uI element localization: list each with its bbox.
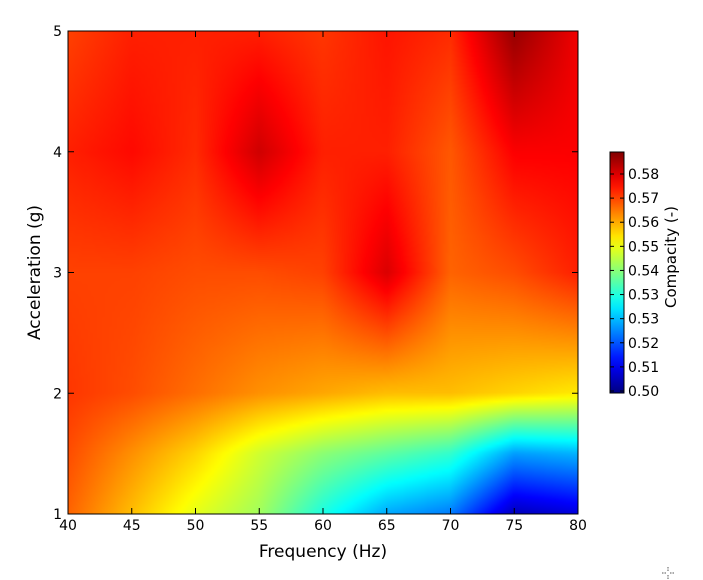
colorbar: 0.58 0.57 0.56 0.55 0.54 0.53 0.53 0.52 0.51 0.50… — [609, 151, 680, 400]
colorbar-label: Compacity (-) — [662, 206, 680, 308]
colorbar-ticks: 0.58 0.57 0.56 0.55 0.54 0.53 0.53 0.52 0.51 0.50 — [610, 167, 659, 400]
x-axis-label: Frequency (Hz) — [259, 542, 387, 562]
x-tick-label: 40 — [59, 518, 77, 534]
x-tick-label: 50 — [187, 518, 205, 534]
y-tick-label: 1 — [53, 507, 62, 523]
y-axis-ticks: 1 2 3 4 5 — [53, 24, 578, 523]
y-tick-label: 5 — [53, 24, 62, 40]
colorbar-tick-label: 0.57 — [628, 191, 659, 207]
colorbar-gradient — [609, 151, 625, 394]
x-tick-label: 45 — [123, 518, 141, 534]
colorbar-tick-label: 0.55 — [628, 239, 659, 255]
colorbar-tick-label: 0.50 — [628, 384, 659, 400]
crosshair-cursor-icon — [662, 567, 674, 579]
y-tick-label: 2 — [53, 386, 62, 402]
plot-area — [67, 30, 579, 515]
colorbar-tick-label: 0.58 — [628, 167, 659, 183]
x-tick-label: 80 — [569, 518, 587, 534]
y-tick-label: 3 — [53, 266, 62, 282]
y-tick-label: 4 — [53, 145, 62, 161]
x-tick-label: 55 — [250, 518, 268, 534]
colorbar-tick-label: 0.52 — [628, 336, 659, 352]
colorbar-tick-label: 0.53 — [628, 288, 659, 304]
colorbar-tick-label: 0.54 — [628, 263, 659, 279]
heatmap-surface — [68, 31, 578, 514]
x-tick-label: 70 — [442, 518, 460, 534]
colorbar-tick-label: 0.56 — [628, 215, 659, 231]
colorbar-tick-label: 0.53 — [628, 312, 659, 328]
x-axis-ticks: 40 45 50 55 60 65 70 75 80 — [59, 31, 587, 534]
x-tick-label: 75 — [505, 518, 523, 534]
colorbar-tick-label: 0.51 — [628, 360, 659, 376]
x-tick-label: 65 — [378, 518, 396, 534]
y-axis-label: Acceleration (g) — [25, 205, 45, 340]
x-tick-label: 60 — [314, 518, 332, 534]
